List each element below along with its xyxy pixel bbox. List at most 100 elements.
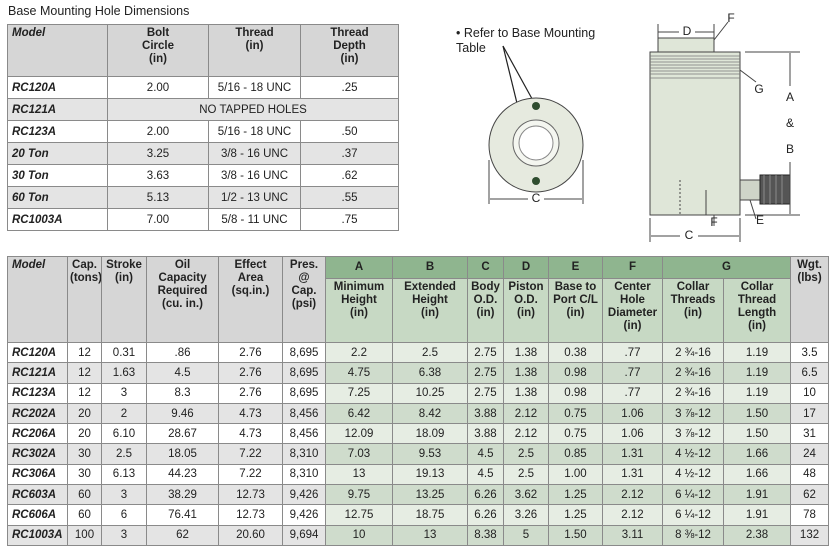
dim-label: & [786, 116, 794, 130]
cell: 1.19 [722, 341, 792, 364]
cell: 1.38 [503, 382, 549, 404]
table-row: RC121A NO TAPPED HOLES [7, 98, 399, 121]
cell: 2.12 [503, 423, 549, 445]
cell: 1.50 [722, 423, 792, 445]
cell: 12.73 [218, 484, 283, 506]
cell: .77 [602, 341, 663, 364]
cell: 7.25 [325, 382, 393, 404]
cell: 8,695 [282, 382, 326, 404]
cell: 2.75 [467, 362, 504, 384]
cell: 2.12 [503, 402, 549, 425]
column-header: Collar Thread Length (in) [722, 278, 792, 343]
leader-line [713, 21, 729, 41]
cell: 8.3 [146, 382, 219, 404]
model-cell: RC606A [7, 504, 68, 526]
cell: 1.50 [722, 402, 792, 425]
model-cell: RC123A [7, 120, 108, 143]
column-header: Effect Area (sq.in.) [218, 256, 283, 343]
table-row: RC120A 2.00 5/16 - 18 UNC .25 [7, 76, 399, 99]
dim-label: F [710, 215, 717, 229]
coupler [759, 174, 791, 205]
cell: 2.76 [218, 382, 283, 404]
table-row: 60 Ton 5.13 1/2 - 13 UNC .55 [7, 186, 399, 209]
cell: 4 ½-12 [662, 463, 724, 486]
column-header: Cap. (tons) [67, 256, 102, 343]
cell: 60 [67, 484, 102, 506]
cell: .86 [146, 341, 219, 364]
column-header: Pres. @ Cap. (psi) [282, 256, 326, 343]
cell: 3.88 [467, 423, 504, 445]
cell: 2.5 [503, 463, 549, 486]
cell: .77 [602, 362, 663, 384]
table-row: RC306A 30 6.13 44.23 7.22 8,310 13 19.13 4.5 2.5 1… [7, 463, 830, 486]
group-header: C [467, 256, 504, 279]
cell: 5/8 - 11 UNC [208, 208, 301, 231]
cell: 9,694 [282, 524, 326, 546]
model-cell: RC202A [7, 402, 68, 425]
cell: 48 [790, 463, 830, 486]
cell: 2.75 [467, 382, 504, 404]
table-row: RC120A 12 0.31.86 2.76 8,695 2.2 2.5 2.75 1.38 0.… [7, 341, 830, 364]
cell: 62 [790, 484, 830, 506]
cell: 1/2 - 13 UNC [208, 186, 301, 209]
cell: .50 [300, 120, 399, 143]
cell: 3.5 [790, 341, 830, 364]
cell: 1.66 [722, 463, 792, 486]
group-header: G [661, 256, 792, 279]
cell: 18.75 [392, 504, 468, 526]
cell: 18.05 [146, 443, 219, 465]
cell: 9.75 [325, 484, 393, 506]
cell: 4.73 [218, 402, 283, 425]
cell: 8,695 [282, 362, 326, 384]
column-header: Bolt Circle (in) [107, 24, 209, 77]
cell: 4.5 [146, 362, 219, 384]
cell: 7.22 [218, 463, 283, 486]
cell: 6 ¼-12 [662, 484, 724, 506]
cell: .37 [300, 142, 399, 165]
table-row: RC603A 60 3 38.29 12.73 9,426 9.75 13.25 6.26 3.6… [7, 484, 830, 506]
cell: 10 [325, 524, 393, 546]
cell: 2.00 [107, 76, 209, 99]
cell: 3 [101, 524, 147, 546]
cell: 12 [67, 362, 102, 384]
cell: 5/16 - 18 UNC [208, 120, 301, 143]
cell: .75 [300, 208, 399, 231]
cell: .55 [300, 186, 399, 209]
cell: 10.25 [392, 382, 468, 404]
column-header: Body O.D. (in) [467, 278, 504, 343]
cell: 1.91 [722, 484, 792, 506]
table-row: RC202A 20 2 9.46 4.73 8,456 6.42 8.42 3.88 2.12 0.… [7, 402, 830, 425]
model-cell: RC120A [7, 76, 108, 99]
column-header: Minimum Height (in) [325, 278, 393, 343]
column-header: Model [7, 256, 68, 343]
base-table: Model Bolt Circle (in) Thread (in) Thread D… [7, 24, 399, 231]
model-cell: RC120A [7, 341, 68, 364]
cell: 0.98 [548, 362, 603, 384]
model-cell: 20 Ton [7, 142, 108, 165]
cell: 3.88 [467, 402, 504, 425]
cell: 12.73 [218, 504, 283, 526]
table-row: RC1003A 7.00 5/8 - 11 UNC .75 [7, 208, 399, 231]
column-header: Wgt. (lbs) [790, 256, 830, 343]
cell: 100 [67, 524, 102, 546]
dim-label: G [754, 82, 763, 96]
cell: 3 ⅞-12 [662, 402, 724, 425]
cell: 3/8 - 16 UNC [208, 164, 301, 187]
group-header: E [548, 256, 603, 279]
cell: 7.22 [218, 443, 283, 465]
cell: 12 [67, 382, 102, 404]
cell: 6.42 [325, 402, 393, 425]
model-cell: RC306A [7, 463, 68, 486]
cell: 2 [101, 402, 147, 425]
cell: 0.85 [548, 443, 603, 465]
cell: 7.03 [325, 443, 393, 465]
cell: 6.5 [790, 362, 830, 384]
collar-threads [650, 55, 740, 79]
table-row: RC123A 2.00 5/16 - 18 UNC .50 [7, 120, 399, 143]
cell: 8,310 [282, 463, 326, 486]
cell: 62 [146, 524, 219, 546]
cell: 31 [790, 423, 830, 445]
cell: 13 [392, 524, 468, 546]
table-row: RC606A 60 6 76.41 12.73 9,426 12.75 18.75 6.26 3.… [7, 504, 830, 526]
